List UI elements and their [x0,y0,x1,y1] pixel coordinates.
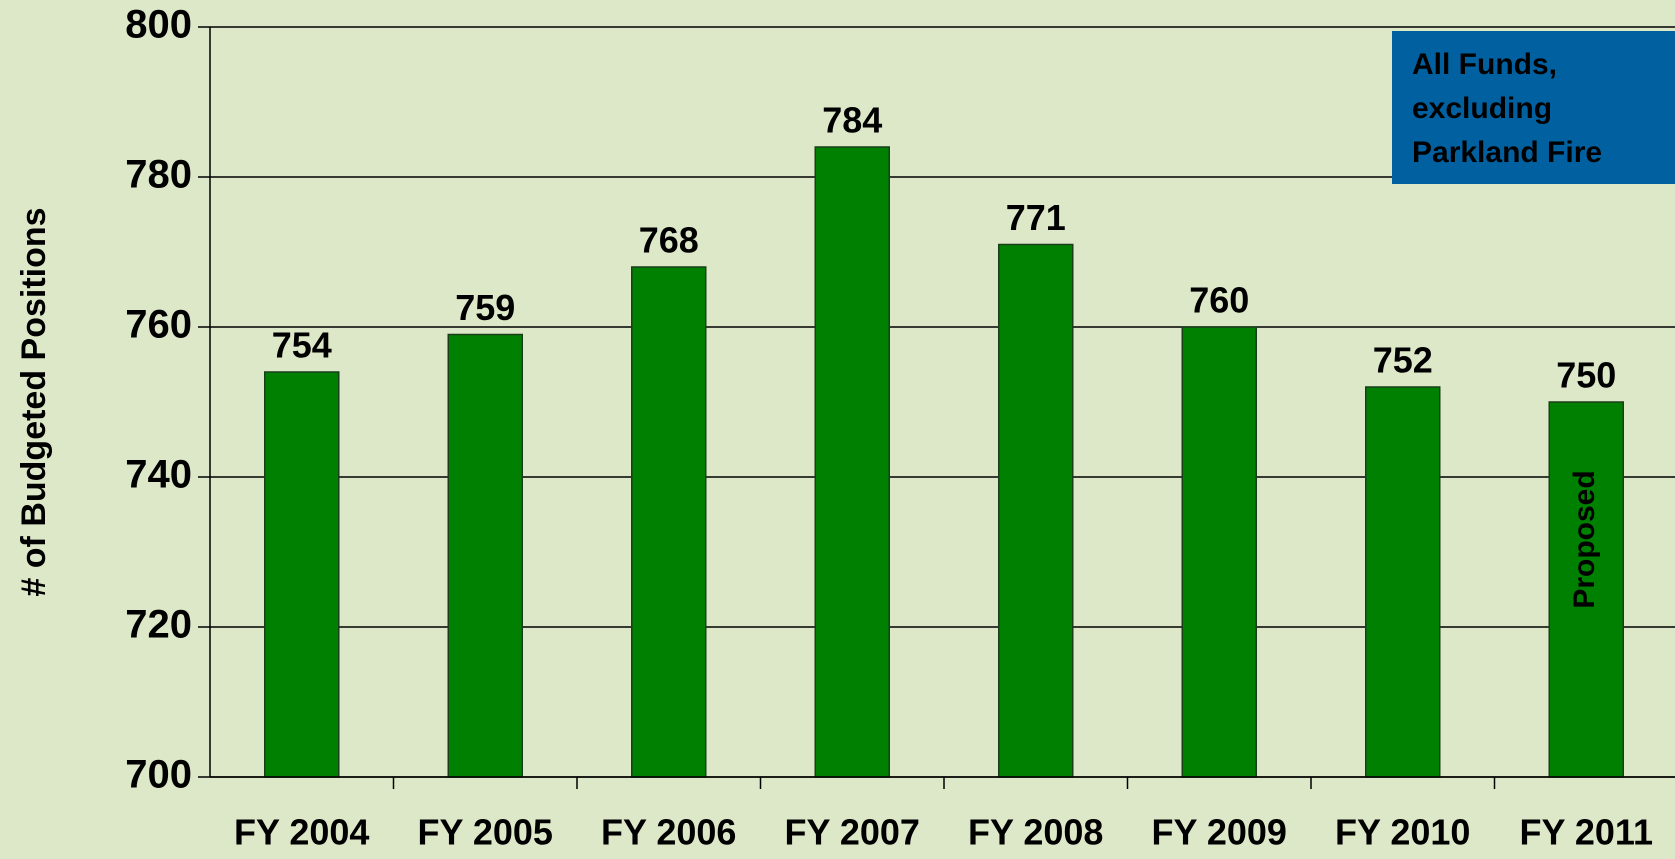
bar [448,335,522,778]
annotation-text: excluding [1412,92,1552,125]
x-tick-label: FY 2008 [968,812,1103,853]
value-label: 771 [1006,197,1066,238]
bar [632,267,706,777]
y-tick-label: 780 [125,153,192,197]
x-tick-label: FY 2010 [1335,812,1470,853]
bar [1182,327,1256,777]
y-tick-label: 760 [125,303,192,347]
y-axis-title: # of Budgeted Positions [15,207,53,596]
x-tick-label: FY 2006 [601,812,736,853]
page: {"chart_data": {"type": "bar", "y_label"… [0,0,1675,859]
value-label: 759 [455,287,515,328]
bar [265,372,339,777]
x-tick-label: FY 2004 [234,812,369,853]
y-tick-label: 740 [125,453,192,497]
y-tick-label: 720 [125,603,192,647]
y-tick-label: 800 [125,3,192,47]
value-label: 752 [1373,340,1433,381]
annotation-text: Parkland Fire [1412,136,1602,169]
value-label: 784 [822,100,882,141]
bar [1366,387,1440,777]
bar [815,147,889,777]
x-tick-label: FY 2005 [418,812,553,853]
annotation-text: All Funds, [1412,48,1557,81]
bar-note: Proposed [1568,470,1601,608]
x-tick-label: FY 2009 [1152,812,1287,853]
y-tick-label: 700 [125,753,192,797]
chart: # of Budgeted Positions 700 720 740 760 780 8… [0,0,1675,859]
value-label: 750 [1556,355,1616,396]
x-tick-label: FY 2007 [785,812,920,853]
value-label: 768 [639,220,699,261]
bar [999,245,1073,778]
value-label: 754 [272,325,332,366]
value-label: 760 [1189,280,1249,321]
x-tick-label: FY 2011 [1520,812,1653,853]
